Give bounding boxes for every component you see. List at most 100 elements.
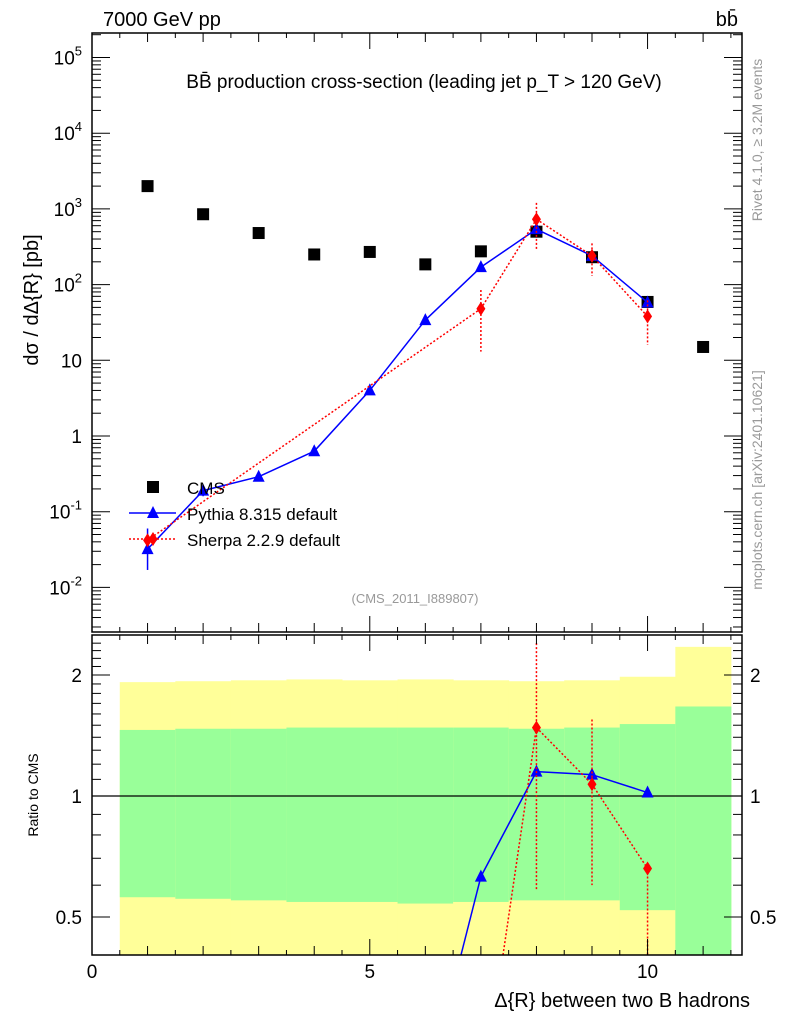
green-band [397, 727, 454, 904]
pythia-point [141, 542, 154, 555]
pythia-point [252, 469, 265, 482]
pythia-point [474, 260, 487, 273]
ratio-pythia-point [641, 785, 654, 798]
sherpa-point [643, 309, 653, 324]
y-tick-label: 102 [54, 271, 82, 297]
legend-label: Pythia 8.315 default [187, 505, 338, 524]
y-tick-label: 10-2 [49, 573, 82, 599]
tick-base: 10 [54, 49, 75, 70]
sherpa-point [531, 212, 541, 227]
legend-label: Sherpa 2.2.9 default [187, 531, 340, 550]
ratio-y-tick-label-right: 1 [750, 787, 761, 808]
y-tick-label: 10-1 [49, 498, 82, 524]
sherpa-point [143, 533, 153, 548]
sherpa-line-segment [536, 218, 593, 257]
ratio-y-tick-label-right: 2 [750, 666, 761, 687]
tick-base: 10 [54, 124, 75, 145]
green-band [508, 728, 565, 901]
tick-exponent: -2 [70, 573, 82, 588]
tick-exponent: 4 [75, 119, 82, 134]
mcplots-text: mcplots.cern.ch [arXiv:2401.10621] [749, 370, 765, 589]
tick-exponent: 2 [75, 271, 82, 286]
pythia-line-segment [202, 475, 259, 492]
pythia-line-segment [480, 228, 537, 268]
legend-marker [148, 532, 158, 546]
sherpa-point [476, 301, 486, 316]
x-axis-label: Δ{R} between two B hadrons [494, 990, 750, 1012]
pythia-line-segment [313, 389, 371, 452]
pythia-point [419, 313, 432, 326]
pythia-point [363, 383, 376, 396]
y-tick-label: 1 [71, 427, 82, 448]
x-tick-label: 0 [87, 962, 98, 983]
tick-exponent: -1 [70, 498, 82, 513]
ratio-pythia-line-segment [480, 771, 538, 878]
sherpa-line-segment [591, 255, 649, 317]
pythia-point [197, 483, 210, 496]
y-tick-label: 104 [54, 119, 82, 145]
sherpa-line-segment [480, 218, 538, 310]
ratio-y-tick-label-left: 1 [71, 787, 82, 808]
ratio-pythia-point [474, 869, 487, 882]
chart-marks [141, 180, 710, 956]
ratio-sherpa-point [587, 777, 597, 792]
pythia-line-segment [258, 450, 315, 478]
ratio-pythia-point [586, 767, 598, 780]
x-tick-label: 5 [364, 962, 375, 983]
ratio-sherpa-line-segment [591, 783, 649, 869]
tick-base: 10 [49, 578, 70, 599]
green-band [675, 706, 732, 955]
ratio-pythia-line-segment [591, 773, 648, 794]
ratio-y-axis-label: Ratio to CMS [25, 753, 41, 836]
legend-marker [147, 506, 159, 518]
cms-point [697, 340, 710, 353]
ratio-pythia-line-segment [460, 876, 482, 956]
green-band [119, 729, 176, 898]
pythia-line-segment [369, 319, 426, 391]
ratio-pythia-point [530, 764, 543, 777]
sherpa-point [587, 248, 597, 263]
pythia-point [308, 444, 321, 457]
pythia-line-segment [536, 228, 593, 257]
tick-exponent: 3 [75, 195, 82, 210]
green-band [342, 727, 399, 902]
cms-point [419, 258, 432, 271]
cms-point [474, 245, 487, 258]
ratio-bands [92, 646, 742, 955]
tick-base: 10 [54, 200, 75, 221]
cms-point [141, 180, 154, 193]
cms-point [252, 227, 265, 240]
tick-base: 10 [54, 276, 75, 297]
green-band [286, 727, 343, 902]
ratio-y-tick-label-left: 2 [71, 666, 82, 687]
header-left: 7000 GeV pp [103, 9, 221, 31]
ratio-sherpa-point [643, 861, 653, 876]
cms-point [363, 245, 376, 258]
legend: CMS Pythia 8.315 default Sherpa 2.2.9 defa… [129, 479, 340, 550]
legend-label: CMS [187, 479, 225, 498]
tick-base: 10 [49, 503, 70, 524]
green-band [175, 728, 232, 899]
x-tick-label: 10 [637, 962, 658, 983]
ratio-frame [91, 634, 743, 956]
rivet-version-text: Rivet 4.1.0, ≥ 3.2M events [749, 59, 765, 222]
ratio-y-tick-label-right: 0.5 [750, 908, 776, 929]
pythia-line-segment [591, 255, 649, 304]
main-frame [91, 32, 743, 633]
green-band [619, 724, 676, 911]
analysis-id: (CMS_2011_I889807) [352, 591, 479, 606]
main-marks [141, 180, 710, 570]
cms-point [197, 208, 210, 221]
chart-title: BB̄ production cross-section (leading je… [186, 72, 661, 93]
ratio-y-tick-label-left: 0.5 [56, 908, 82, 929]
legend-marker [147, 481, 159, 493]
green-band [230, 728, 287, 901]
y-tick-label: 105 [54, 44, 82, 70]
tick-exponent: 5 [75, 44, 82, 59]
y-tick-label: 10 [61, 351, 82, 372]
y-tick-label: 103 [54, 195, 82, 221]
pythia-line-segment [424, 266, 482, 321]
